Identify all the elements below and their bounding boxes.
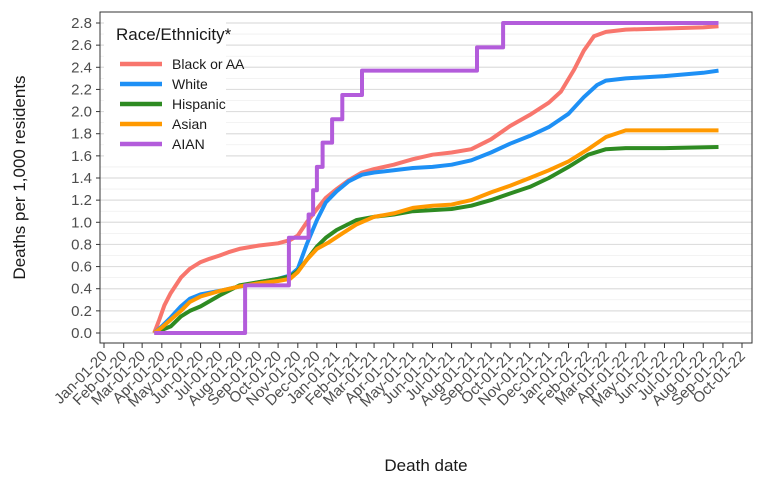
y-tick-label: 2.0 (71, 104, 92, 121)
legend-item: Hispanic (120, 96, 226, 112)
y-tick-label: 0.8 (71, 236, 92, 253)
y-tick-label: 0.4 (71, 281, 92, 298)
y-tick-label: 1.2 (71, 192, 92, 209)
legend: Race/Ethnicity* Black or AA White Hispanic… (104, 16, 245, 162)
legend-item: Asian (120, 116, 207, 132)
legend-label: AIAN (172, 136, 205, 152)
legend-item: Black or AA (120, 56, 245, 72)
series-line-hispanic (153, 145, 719, 335)
y-tick-label: 2.4 (71, 59, 92, 76)
legend-label: Black or AA (172, 56, 245, 72)
y-tick-label: 0.6 (71, 259, 92, 276)
y-tick-label: 0.0 (71, 325, 92, 342)
x-axis-title: Death date (384, 456, 467, 475)
legend-label: Hispanic (172, 96, 226, 112)
y-tick-label: 1.8 (71, 126, 92, 143)
legend-label: Asian (172, 116, 207, 132)
y-tick-label: 1.4 (71, 170, 92, 187)
plot-area (152, 21, 719, 335)
y-tick-label: 2.8 (71, 15, 92, 32)
axes: 0.0 0.2 0.4 0.6 0.8 1.0 1.2 1.4 1.6 1.8 2.0 2.2 2.4 2… (51, 11, 753, 411)
y-tick-label: 0.2 (71, 303, 92, 320)
series-line-asian (153, 128, 719, 335)
legend-item: AIAN (120, 136, 205, 152)
y-tick-label: 2.2 (71, 81, 92, 98)
series-line-white (152, 68, 719, 335)
y-tick-label: 1.0 (71, 214, 92, 231)
legend-items: Black or AA White Hispanic Asian AIAN (120, 56, 245, 152)
legend-label: White (172, 76, 208, 92)
legend-item: White (120, 76, 208, 92)
y-tick-label: 1.6 (71, 148, 92, 165)
y-axis-title: Deaths per 1,000 residents (10, 75, 29, 279)
legend-title: Race/Ethnicity* (116, 25, 232, 44)
y-tick-label: 2.6 (71, 37, 92, 54)
legend-background (104, 16, 226, 162)
series-line-aian (154, 21, 719, 335)
